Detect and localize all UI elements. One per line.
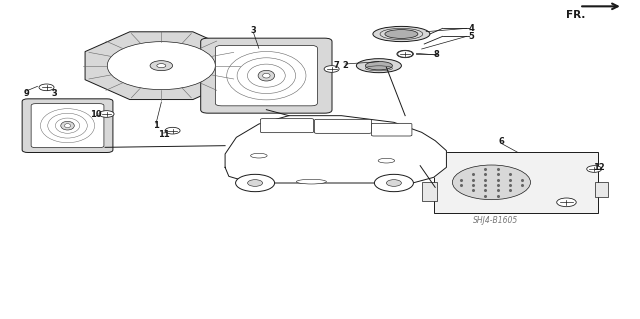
Circle shape <box>150 61 173 71</box>
Ellipse shape <box>65 124 70 128</box>
FancyBboxPatch shape <box>371 123 412 136</box>
Ellipse shape <box>365 62 392 70</box>
Circle shape <box>165 127 180 134</box>
Circle shape <box>99 111 114 117</box>
Circle shape <box>108 42 215 90</box>
FancyBboxPatch shape <box>314 119 371 133</box>
Text: 3: 3 <box>251 26 257 35</box>
FancyBboxPatch shape <box>595 182 609 197</box>
Text: 5: 5 <box>468 32 474 41</box>
Polygon shape <box>85 32 237 100</box>
Ellipse shape <box>378 158 395 163</box>
Text: 7: 7 <box>333 61 339 70</box>
Circle shape <box>397 51 413 57</box>
FancyBboxPatch shape <box>215 46 317 106</box>
Text: FR.: FR. <box>566 10 586 20</box>
Text: 6: 6 <box>499 137 504 146</box>
Polygon shape <box>225 116 447 183</box>
Circle shape <box>248 180 262 186</box>
Circle shape <box>387 180 401 186</box>
Text: 8: 8 <box>434 49 440 58</box>
Circle shape <box>374 174 413 192</box>
Ellipse shape <box>296 179 326 184</box>
Ellipse shape <box>397 50 413 58</box>
Circle shape <box>157 64 166 68</box>
Ellipse shape <box>61 121 74 130</box>
Text: SHJ4-B1605: SHJ4-B1605 <box>472 216 518 225</box>
FancyBboxPatch shape <box>422 182 437 201</box>
Text: 12: 12 <box>593 163 605 172</box>
Circle shape <box>557 198 576 207</box>
FancyBboxPatch shape <box>260 119 314 133</box>
Text: 3: 3 <box>51 88 57 98</box>
FancyBboxPatch shape <box>22 99 113 152</box>
Ellipse shape <box>373 26 430 41</box>
Ellipse shape <box>262 73 270 78</box>
Circle shape <box>587 166 602 172</box>
Text: 10: 10 <box>90 109 102 118</box>
Ellipse shape <box>356 59 401 73</box>
Text: 11: 11 <box>157 130 170 138</box>
FancyBboxPatch shape <box>201 38 332 113</box>
FancyBboxPatch shape <box>434 152 598 213</box>
Text: 9: 9 <box>24 88 29 98</box>
Circle shape <box>324 66 339 72</box>
Text: 1: 1 <box>153 121 159 130</box>
Ellipse shape <box>258 70 275 81</box>
Text: 4: 4 <box>468 24 474 33</box>
Circle shape <box>39 84 54 91</box>
Ellipse shape <box>251 153 267 158</box>
Text: 2: 2 <box>342 61 348 70</box>
Circle shape <box>452 165 531 200</box>
FancyBboxPatch shape <box>31 104 104 148</box>
Circle shape <box>236 174 275 192</box>
Ellipse shape <box>385 30 418 38</box>
